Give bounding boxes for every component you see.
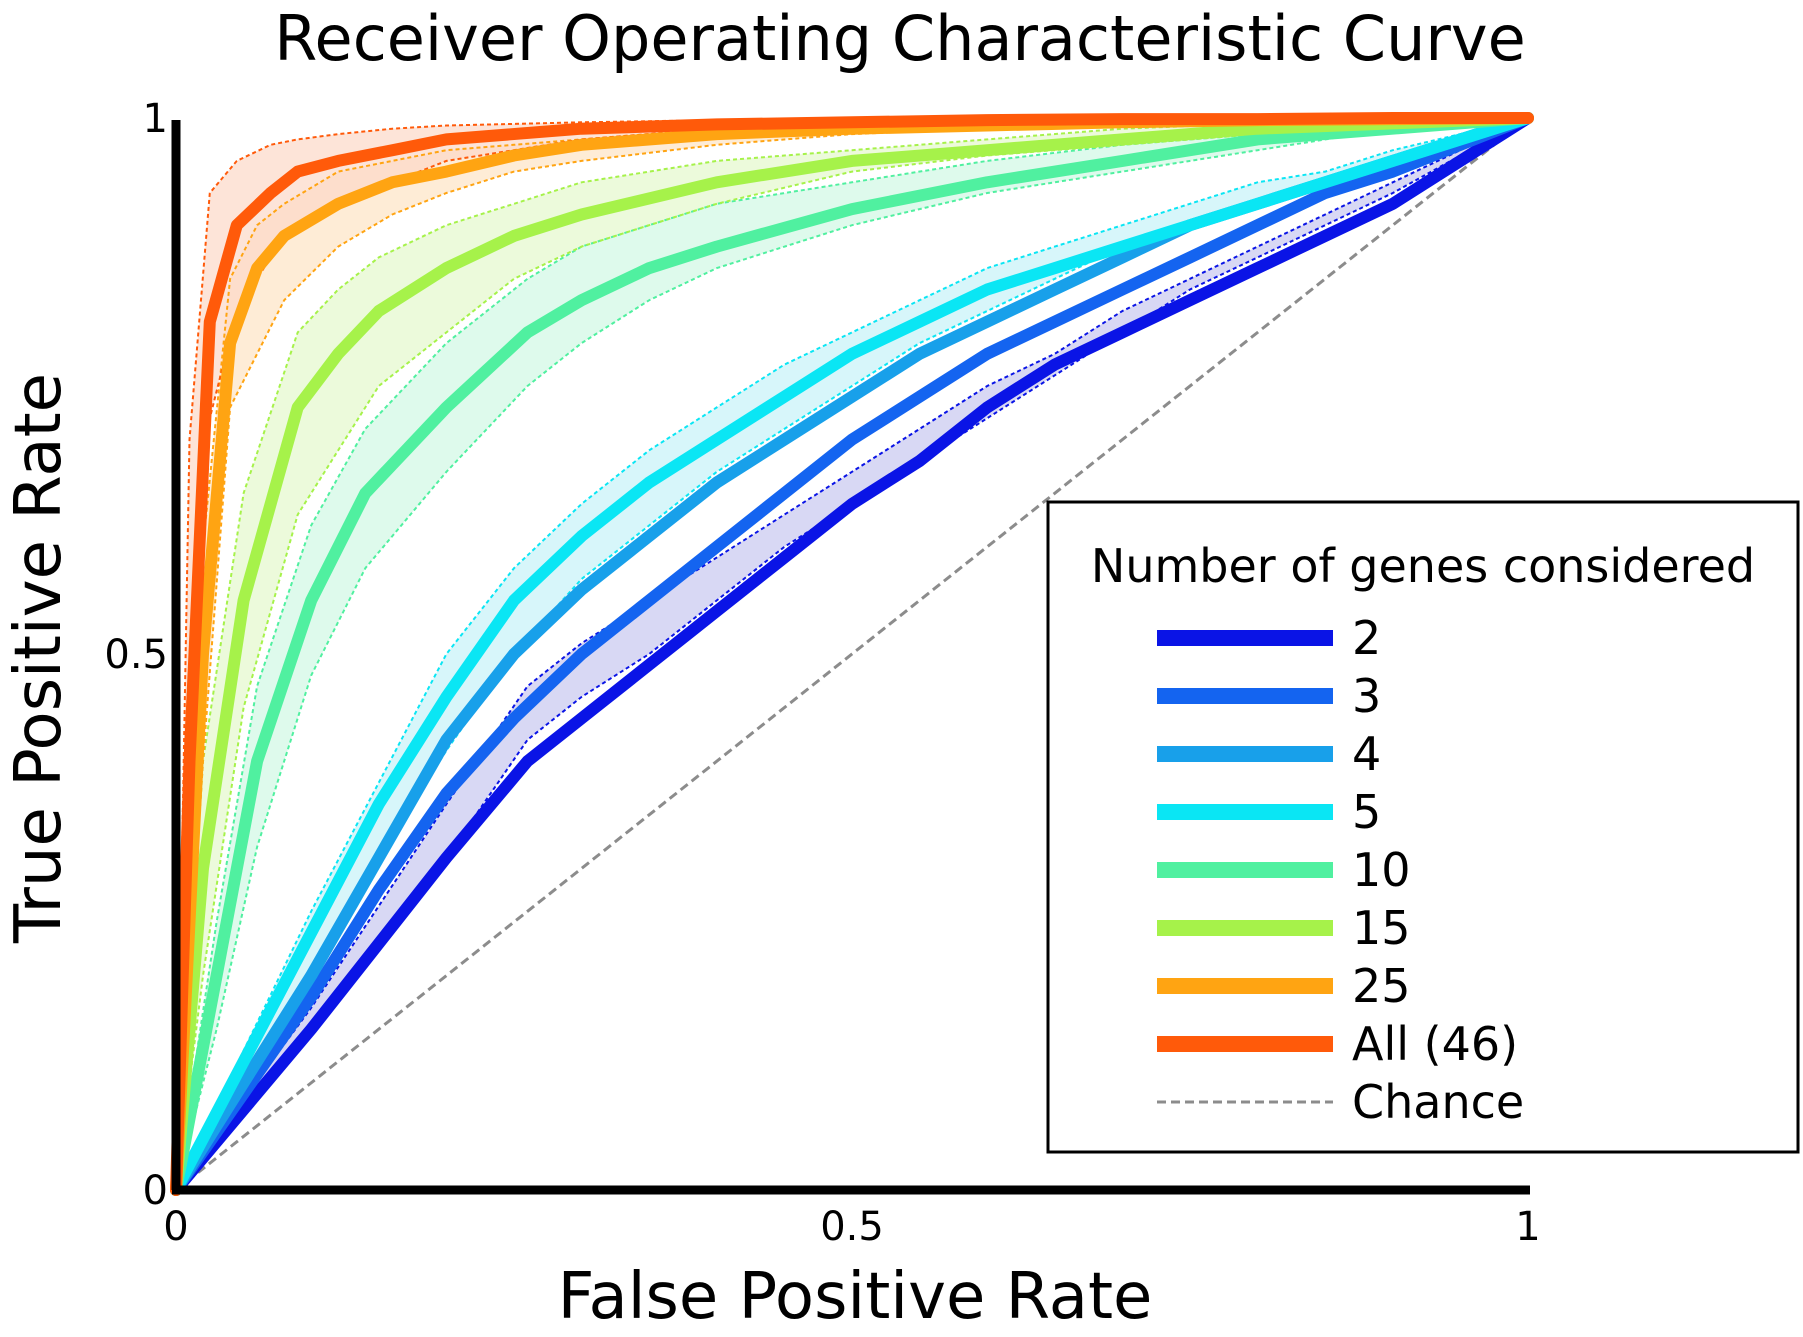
lower-bound-0	[175, 117, 1529, 1191]
x-tick-label: 0	[163, 1204, 188, 1250]
legend-item: 25	[1157, 959, 1411, 1013]
y-tick-label: 0.5	[104, 632, 168, 678]
legend-label: 2	[1352, 611, 1381, 665]
roc-curve-1	[170, 112, 1534, 1196]
legend-item: 3	[1157, 669, 1381, 723]
legend-label: All (46)	[1352, 1017, 1518, 1071]
tick-labels: 0 0.5 100.51	[104, 96, 1540, 1250]
confidence-band-4	[176, 118, 1528, 1190]
x-tick-label: 1	[1515, 1204, 1540, 1250]
chance-diagonal	[175, 116, 1529, 1192]
y-axis-label: True Positive Rate	[2, 373, 76, 944]
legend-label: 4	[1352, 727, 1381, 781]
roc-curve-5	[170, 112, 1534, 1196]
x-axis-label: False Positive Rate	[558, 1260, 1153, 1334]
legend-item: 10	[1157, 843, 1411, 897]
y-tick-label: 0	[143, 1168, 168, 1214]
roc-curve-0	[170, 112, 1534, 1196]
upper-bound-6	[175, 117, 1529, 1191]
legend-label: Chance	[1352, 1075, 1524, 1129]
legend-label: 3	[1352, 669, 1381, 723]
roc-curve-4	[170, 112, 1534, 1196]
legend-label: 5	[1352, 785, 1381, 839]
legend-item: 15	[1157, 901, 1411, 955]
lower-bound-4	[175, 117, 1529, 1191]
legend-item: All (46)	[1157, 1017, 1518, 1071]
roc-curve-7	[170, 112, 1534, 1196]
x-tick-label: 0.5	[820, 1204, 884, 1250]
lower-bound-7	[175, 117, 1528, 1191]
legend-title: Number of genes considered	[1091, 539, 1755, 593]
legend-item: 2	[1157, 611, 1381, 665]
legend-label: 10	[1352, 843, 1411, 897]
axes	[171, 120, 1530, 1195]
confidence-band-3	[176, 118, 1528, 1190]
legend-label: 25	[1352, 959, 1411, 1013]
chance-line	[175, 116, 1529, 1192]
roc-curve-3	[170, 112, 1534, 1196]
upper-bound-0	[175, 117, 1529, 1191]
legend-item: 5	[1157, 785, 1381, 839]
legend-item: Chance	[1157, 1075, 1524, 1129]
chart-title: Receiver Operating Characteristic Curve	[274, 2, 1525, 75]
upper-bound-3	[175, 117, 1529, 1191]
y-tick-label: 1	[143, 96, 168, 142]
legend-item: 4	[1157, 727, 1381, 781]
roc-curves	[170, 112, 1534, 1196]
legend: Number of genes considered 2345101525All…	[1046, 500, 1800, 1154]
legend-label: 15	[1352, 901, 1411, 955]
